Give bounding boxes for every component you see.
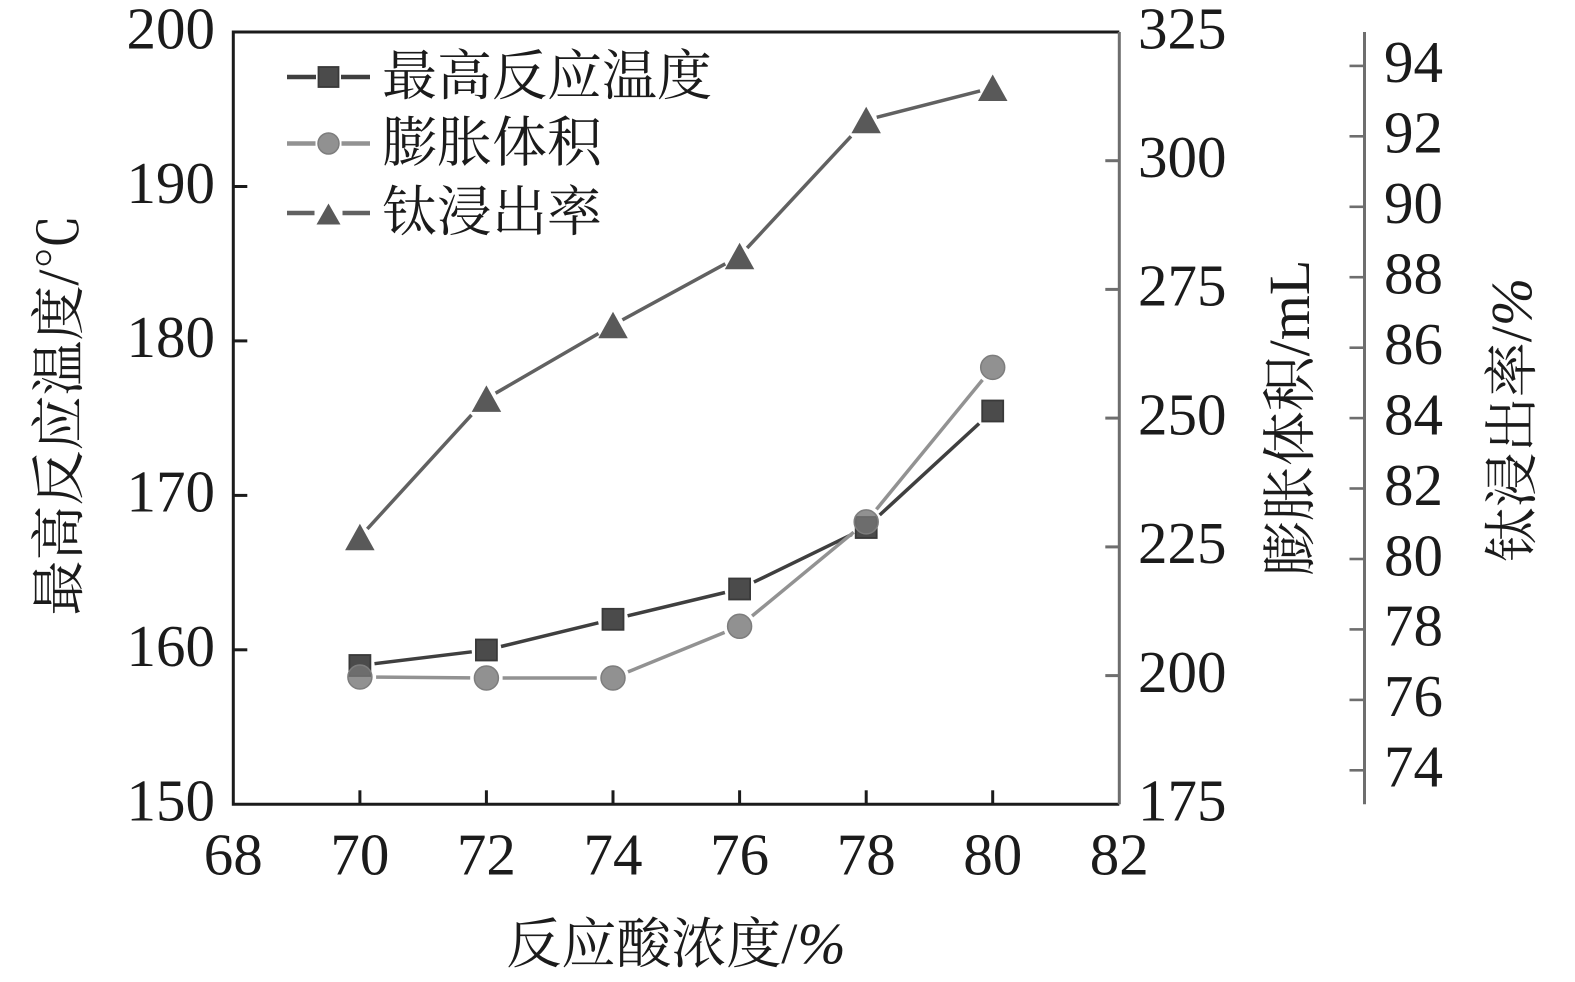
svg-text:150: 150	[127, 768, 216, 834]
svg-text:76: 76	[1384, 663, 1443, 729]
svg-text:82: 82	[1090, 821, 1149, 887]
svg-text:88: 88	[1384, 241, 1443, 307]
svg-text:%: %	[1479, 278, 1544, 326]
svg-text:%: %	[797, 911, 845, 976]
svg-text:225: 225	[1138, 510, 1227, 576]
svg-text:74: 74	[584, 821, 643, 887]
svg-text:74: 74	[1384, 734, 1443, 800]
svg-text:/mL: /mL	[1257, 260, 1322, 357]
svg-text:82: 82	[1384, 452, 1443, 518]
svg-text:250: 250	[1138, 381, 1227, 447]
svg-text:90: 90	[1384, 170, 1443, 236]
svg-text:/: /	[781, 911, 798, 976]
svg-text:175: 175	[1138, 768, 1227, 834]
svg-text:170: 170	[127, 459, 216, 525]
svg-text:190: 190	[127, 150, 216, 216]
svg-text:92: 92	[1384, 100, 1443, 166]
svg-text:72: 72	[457, 821, 516, 887]
svg-text:70: 70	[330, 821, 389, 887]
svg-text:275: 275	[1138, 253, 1227, 319]
svg-text:300: 300	[1138, 124, 1227, 190]
svg-text:80: 80	[963, 821, 1022, 887]
svg-text:180: 180	[127, 304, 216, 370]
svg-text:/: /	[1479, 325, 1544, 342]
svg-text:78: 78	[1384, 593, 1443, 659]
svg-text:200: 200	[127, 0, 216, 61]
svg-text:78: 78	[837, 821, 896, 887]
svg-text:84: 84	[1384, 381, 1443, 447]
svg-text:76: 76	[710, 821, 769, 887]
svg-text:160: 160	[127, 613, 216, 679]
svg-text:80: 80	[1384, 522, 1443, 588]
svg-text:200: 200	[1138, 639, 1227, 705]
svg-text:94: 94	[1384, 29, 1443, 95]
svg-text:86: 86	[1384, 311, 1443, 377]
svg-text:68: 68	[204, 821, 263, 887]
svg-text:325: 325	[1138, 0, 1227, 61]
svg-text:/: /	[26, 269, 91, 286]
